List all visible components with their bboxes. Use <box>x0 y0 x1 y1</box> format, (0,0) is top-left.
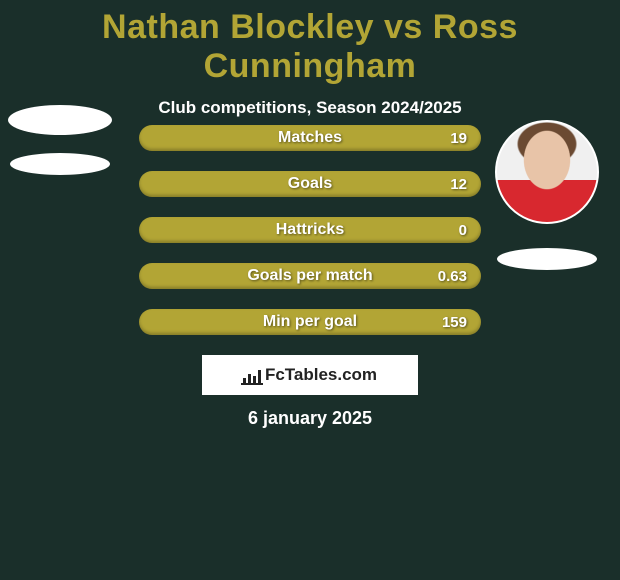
player-left-panel <box>8 105 112 175</box>
bar-value-right: 159 <box>442 314 467 331</box>
bar-value-right: 0.63 <box>438 268 467 285</box>
player-right-panel <box>492 120 602 270</box>
bar-label: Hattricks <box>276 221 344 239</box>
bar-value-right: 12 <box>450 176 467 193</box>
bar-label: Matches <box>278 129 342 147</box>
title-text: Nathan Blockley vs Ross Cunningham <box>102 8 518 85</box>
player-left-photo-placeholder-2 <box>10 153 110 175</box>
bar-hattricks: Hattricks 0 <box>139 217 481 243</box>
date-text: 6 january 2025 <box>0 408 620 429</box>
bar-value-right: 19 <box>450 130 467 147</box>
player-right-photo <box>495 120 599 224</box>
branding-box: FcTables.com <box>202 355 418 395</box>
bar-value-right: 0 <box>459 222 467 239</box>
branding-text: FcTables.com <box>265 365 377 385</box>
stats-bars: Matches 19 Goals 12 Hattricks 0 Goals pe… <box>139 125 481 335</box>
bar-label: Min per goal <box>263 313 357 331</box>
bar-goals: Goals 12 <box>139 171 481 197</box>
bar-goals-per-match: Goals per match 0.63 <box>139 263 481 289</box>
chart-icon <box>243 367 261 383</box>
page-title: Nathan Blockley vs Ross Cunningham <box>0 0 620 86</box>
bar-matches: Matches 19 <box>139 125 481 151</box>
bar-label: Goals per match <box>247 267 372 285</box>
player-left-photo-placeholder-1 <box>8 105 112 135</box>
player-right-badge-placeholder <box>497 248 597 270</box>
bar-label: Goals <box>288 175 332 193</box>
bar-min-per-goal: Min per goal 159 <box>139 309 481 335</box>
